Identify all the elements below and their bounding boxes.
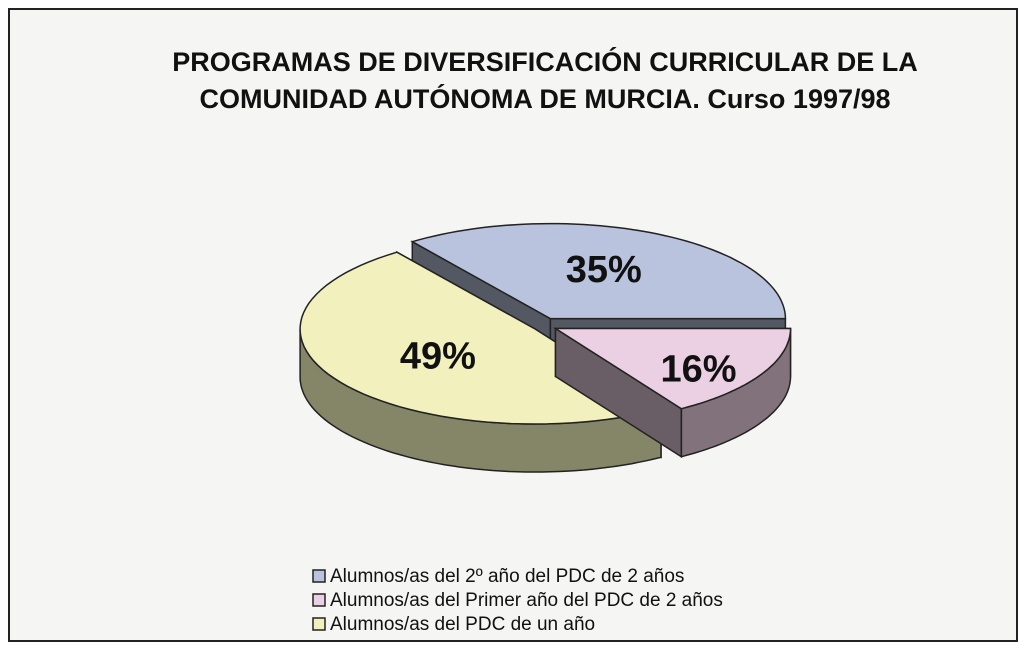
legend-swatch: [312, 569, 326, 583]
legend-swatch: [312, 593, 326, 607]
data-label: 49%: [400, 335, 476, 377]
legend-swatch: [312, 617, 326, 631]
chart-title: PROGRAMAS DE DIVERSIFICACIÓN CURRICULAR …: [172, 47, 918, 114]
legend-label: Alumnos/as del Primer año del PDC de 2 a…: [330, 590, 723, 611]
slice-top: [552, 327, 792, 410]
legend-label: Alumnos/as del 2º año del PDC de 2 años: [330, 566, 684, 587]
slice-top: [410, 222, 787, 320]
pie-slice: [552, 327, 792, 459]
data-label: 35%: [566, 249, 642, 291]
data-label: 16%: [660, 349, 736, 391]
legend-label: Alumnos/as del PDC de un año: [330, 614, 595, 635]
